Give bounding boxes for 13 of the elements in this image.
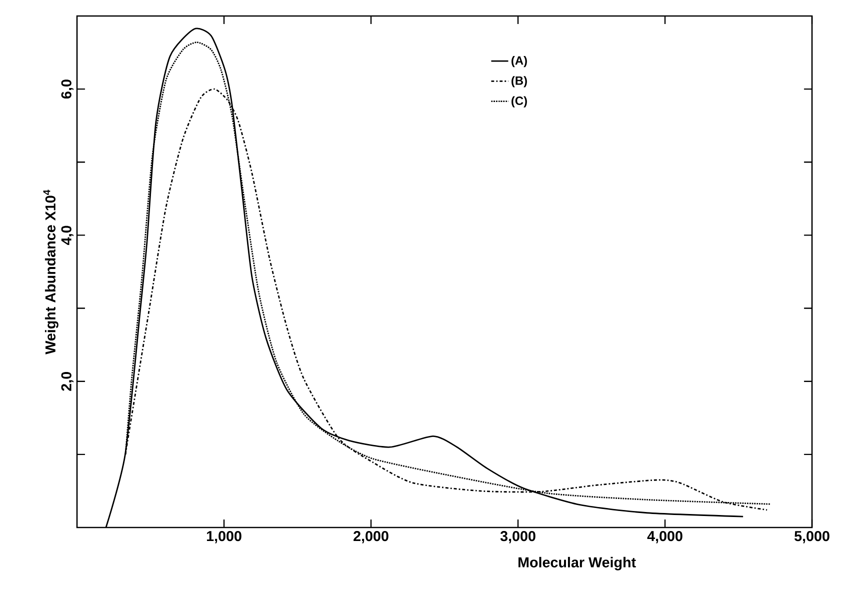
y-tick-label: 2,0: [61, 372, 74, 391]
y-axis-title: Weight Abundance X10$^{4}$: [43, 190, 58, 354]
x-tick-label: 1,000: [206, 531, 242, 544]
legend-label: (A): [512, 56, 527, 68]
x-tick-label: 2,000: [354, 531, 388, 544]
legend-label: (C): [512, 96, 527, 108]
y-tick-label: 4,0: [61, 226, 74, 245]
legend-label: (B): [512, 76, 527, 88]
x-tick-label: 4,000: [647, 531, 682, 544]
x-tick-label: 5,000: [794, 531, 830, 544]
x-tick-label: 3,000: [500, 531, 536, 544]
y-tick-label: 6,0: [61, 80, 74, 98]
x-axis-title: Molecular Weight: [518, 556, 636, 570]
